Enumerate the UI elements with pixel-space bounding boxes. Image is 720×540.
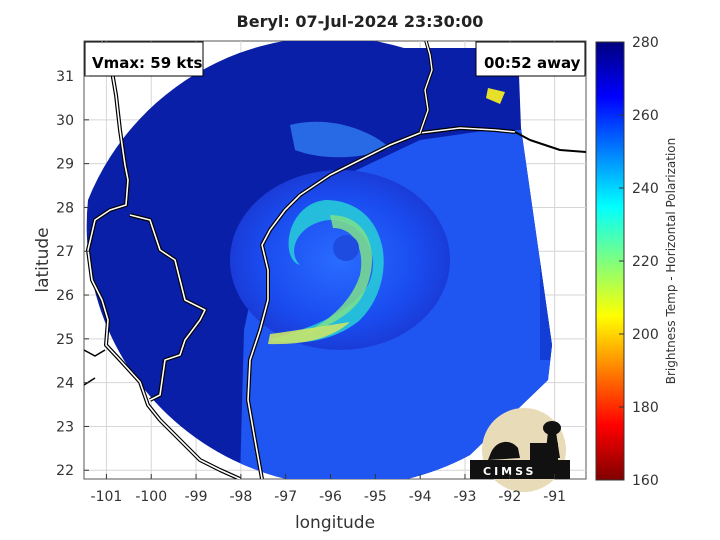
swath-layer: [86, 41, 552, 479]
x-tick-label: -97: [274, 489, 297, 505]
colorbar-title: Brightness Temp - Horizontal Polarizatio…: [664, 138, 678, 385]
y-tick-label: 26: [56, 288, 74, 304]
x-tick-label: -93: [454, 489, 477, 505]
cimss-logo: CIMSS: [470, 408, 570, 492]
chart-title: Beryl: 07-Jul-2024 23:30:00: [236, 12, 484, 31]
rainband-cyan: [270, 200, 384, 343]
rainband-yellow: [268, 322, 350, 345]
y-tick-label: 27: [56, 244, 74, 260]
y-tick-label: 31: [56, 69, 74, 85]
colorbar-tick-label: 200: [632, 327, 659, 343]
x-tick-label: -91: [543, 489, 566, 505]
colorbar-tick-label: 220: [632, 254, 659, 270]
x-axis-title: longitude: [295, 513, 375, 533]
hot-spot: [486, 88, 505, 104]
colorbar-tick-label: 180: [632, 400, 659, 416]
y-tick-label: 24: [56, 376, 74, 392]
x-tick-label: -98: [229, 489, 252, 505]
radar-dish-icon: [488, 441, 520, 460]
away-box: 00:52 away: [475, 41, 586, 77]
colorbar-tick-label: 240: [632, 181, 659, 197]
y-tick-label: 28: [56, 200, 74, 216]
y-tick-label: 30: [56, 113, 74, 129]
vmax-text: Vmax: 59 kts: [92, 54, 202, 72]
colorbar-ticks: 160 180 200 220 240 260 280: [619, 35, 659, 489]
y-tick-label: 23: [56, 419, 74, 435]
y-ticks: 22 23 24 25 26 27 28 29 30 31: [56, 69, 89, 479]
cloud-north: [290, 121, 390, 158]
away-text: 00:52 away: [484, 54, 581, 72]
colorbar-tick-label: 280: [632, 35, 659, 51]
vmax-box: Vmax: 59 kts: [84, 41, 204, 77]
x-tick-label: -95: [364, 489, 387, 505]
y-tick-label: 25: [56, 332, 74, 348]
y-tick-label: 22: [56, 463, 74, 479]
storm-core: [230, 170, 450, 350]
x-tick-label: -101: [91, 489, 123, 505]
x-ticks: -101 -100 -99 -98 -97 -96 -95 -94 -93 -92 -91: [91, 474, 566, 505]
water-tower-icon: [543, 421, 561, 435]
logo-text: CIMSS: [483, 465, 536, 478]
y-tick-label: 29: [56, 157, 74, 173]
y-axis-title: latitude: [33, 227, 53, 292]
rainband-green: [300, 215, 373, 335]
x-tick-label: -92: [498, 489, 521, 505]
colorbar-tick-label: 260: [632, 108, 659, 124]
x-tick-label: -100: [135, 489, 167, 505]
coastlines: [84, 41, 586, 479]
x-tick-label: -94: [409, 489, 432, 505]
x-tick-label: -99: [185, 489, 208, 505]
colorbar-tick-label: 160: [632, 473, 659, 489]
storm-eye: [333, 235, 359, 261]
x-tick-label: -96: [319, 489, 342, 505]
